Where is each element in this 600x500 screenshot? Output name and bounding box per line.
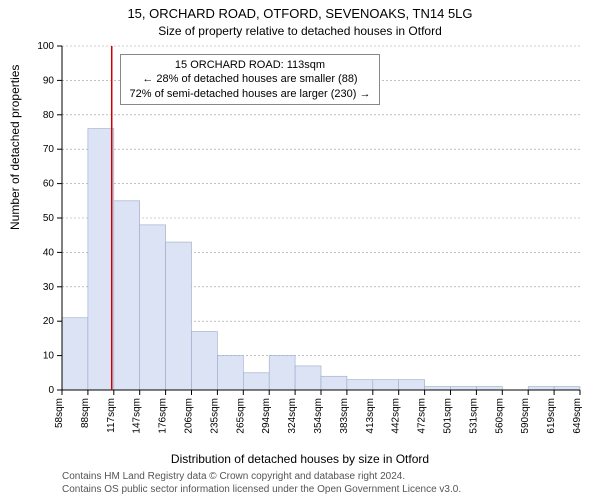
svg-text:354sqm: 354sqm [313,398,324,434]
svg-text:560sqm: 560sqm [494,398,505,434]
svg-text:70: 70 [43,144,55,155]
annotation-line1: 15 ORCHARD ROAD: 113sqm [127,58,373,72]
svg-text:88sqm: 88sqm [80,398,91,428]
svg-text:619sqm: 619sqm [546,398,557,434]
svg-text:442sqm: 442sqm [391,398,402,434]
svg-text:50: 50 [43,213,55,224]
annotation-box: 15 ORCHARD ROAD: 113sqm ← 28% of detache… [120,54,380,105]
svg-text:90: 90 [43,75,55,86]
svg-text:60: 60 [43,179,55,190]
footer-line2: Contains OS public sector information li… [62,484,461,497]
svg-text:58sqm: 58sqm [54,398,65,428]
svg-text:10: 10 [43,351,55,362]
svg-text:590sqm: 590sqm [520,398,531,434]
annotation-line3: 72% of semi-detached houses are larger (… [127,87,373,101]
svg-text:100: 100 [37,41,54,52]
svg-text:176sqm: 176sqm [158,398,169,434]
svg-text:117sqm: 117sqm [106,398,117,433]
svg-text:30: 30 [43,282,55,293]
footer-attribution: Contains HM Land Registry data © Crown c… [62,471,461,496]
svg-text:235sqm: 235sqm [209,398,220,434]
svg-text:0: 0 [48,385,54,396]
svg-text:472sqm: 472sqm [417,398,428,434]
svg-text:206sqm: 206sqm [184,398,195,434]
svg-text:80: 80 [43,110,55,121]
svg-text:531sqm: 531sqm [468,398,479,434]
svg-text:501sqm: 501sqm [443,398,454,434]
annotation-line2: ← 28% of detached houses are smaller (88… [127,72,373,86]
svg-text:383sqm: 383sqm [339,398,350,434]
svg-text:324sqm: 324sqm [287,398,298,434]
x-axis-label: Distribution of detached houses by size … [0,452,600,466]
svg-text:413sqm: 413sqm [365,398,376,434]
footer-line1: Contains HM Land Registry data © Crown c… [62,471,461,484]
svg-text:147sqm: 147sqm [132,398,143,434]
svg-text:40: 40 [43,247,55,258]
svg-text:649sqm: 649sqm [572,398,583,434]
svg-text:265sqm: 265sqm [235,398,246,434]
svg-text:294sqm: 294sqm [261,398,272,434]
svg-text:20: 20 [43,316,55,327]
